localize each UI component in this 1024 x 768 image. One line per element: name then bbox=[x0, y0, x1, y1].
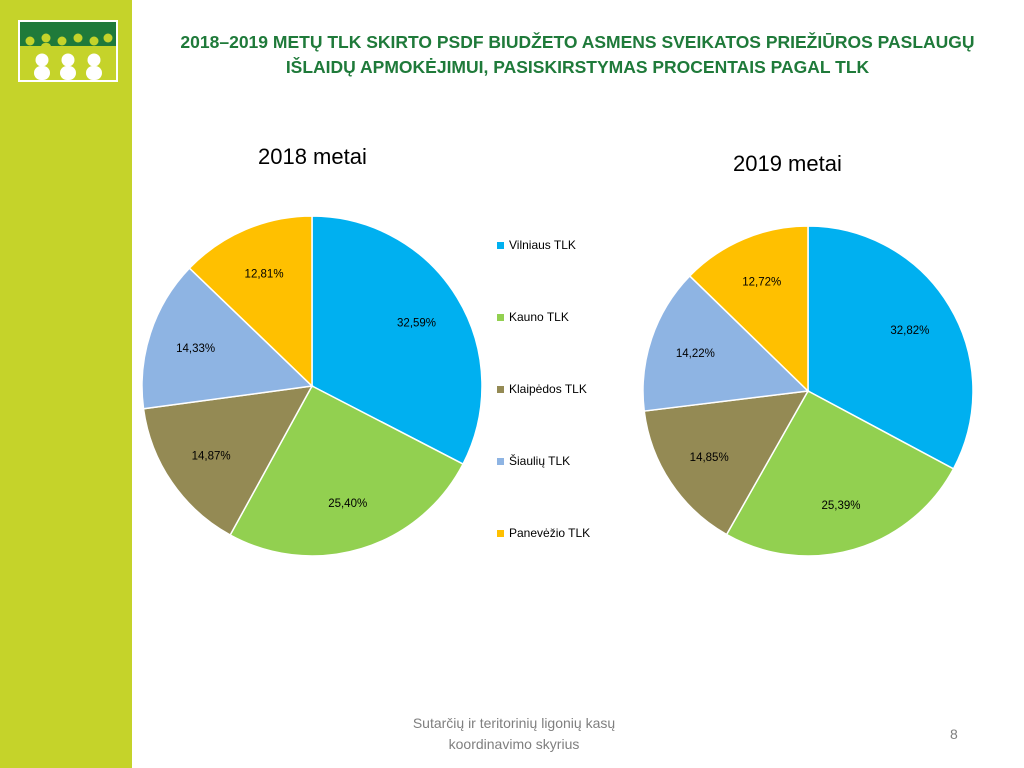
data-label-klaipedos: 14,87% bbox=[192, 450, 231, 462]
footer-line-1: Sutarčių ir teritorinių ligonių kasų bbox=[412, 715, 616, 731]
data-label-kauno: 25,39% bbox=[822, 500, 861, 512]
data-label-siauliu: 14,33% bbox=[176, 343, 215, 355]
pie-slice-siauliu bbox=[141, 267, 314, 410]
pie-slice-panevezio bbox=[688, 225, 809, 393]
footer-line-2: koordinavimo skyrius bbox=[448, 736, 580, 752]
pie-slice-vilniaus bbox=[807, 225, 974, 470]
legend-swatch bbox=[497, 314, 504, 321]
legend-swatch bbox=[497, 242, 504, 249]
legend-item-panevezio: Panevėžio TLK bbox=[497, 526, 627, 598]
slide-title: 2018–2019 METŲ TLK SKIRTO PSDF BIUDŽETO … bbox=[135, 30, 1020, 80]
legend-item-kauno: Kauno TLK bbox=[497, 310, 627, 382]
pie-chart-2018: 32,59% 25,40% 14,87% 14,33% 12,81% bbox=[141, 215, 483, 557]
legend-label: Panevėžio TLK bbox=[509, 526, 591, 540]
legend-label: Šiaulių TLK bbox=[509, 454, 571, 468]
legend-item-siauliu: Šiaulių TLK bbox=[497, 454, 627, 526]
pie-slice-klaipedos bbox=[643, 390, 810, 536]
data-label-klaipedos: 14,85% bbox=[690, 452, 729, 464]
page-number: 8 bbox=[950, 726, 958, 742]
footer-text: Sutarčių ir teritorinių ligonių kasų koo… bbox=[370, 713, 658, 755]
pie-chart-2019: 32,82% 25,39% 14,85% 14,22% 12,72% bbox=[642, 225, 974, 557]
chart-title-2018: 2018 metai bbox=[258, 144, 367, 169]
legend-label: Klaipėdos TLK bbox=[509, 382, 587, 396]
slide-title-line-2: IŠLAIDŲ APMOKĖJIMUI, PASISKIRSTYMAS PROC… bbox=[285, 57, 870, 77]
legend-swatch bbox=[497, 386, 504, 393]
legend-item-vilniaus: Vilniaus TLK bbox=[497, 238, 627, 310]
legend-swatch bbox=[497, 530, 504, 537]
pie-slice-siauliu bbox=[642, 274, 810, 412]
chart-legend: Vilniaus TLK Kauno TLK Klaipėdos TLK Šia… bbox=[497, 238, 627, 598]
data-label-panevezio: 12,72% bbox=[742, 277, 781, 289]
data-label-kauno: 25,40% bbox=[328, 498, 367, 510]
legend-swatch bbox=[497, 458, 504, 465]
legend-item-klaipedos: Klaipėdos TLK bbox=[497, 382, 627, 454]
data-label-vilniaus: 32,82% bbox=[890, 325, 929, 337]
chart-title-2019: 2019 metai bbox=[733, 151, 842, 176]
legend-label: Kauno TLK bbox=[509, 310, 569, 324]
pie-slice-kauno bbox=[725, 389, 955, 557]
data-label-vilniaus: 32,59% bbox=[397, 317, 436, 329]
pie-slice-vilniaus bbox=[311, 215, 483, 466]
slide-title-line-1: 2018–2019 METŲ TLK SKIRTO PSDF BIUDŽETO … bbox=[180, 32, 975, 52]
data-label-siauliu: 14,22% bbox=[676, 348, 715, 360]
pie-slice-kauno bbox=[229, 384, 465, 557]
legend-label: Vilniaus TLK bbox=[509, 238, 576, 252]
pie-slice-klaipedos bbox=[142, 385, 314, 537]
data-label-panevezio: 12,81% bbox=[245, 268, 284, 280]
logo-icon bbox=[20, 22, 116, 80]
sidebar-band bbox=[0, 0, 132, 768]
logo bbox=[18, 20, 118, 82]
pie-slice-panevezio bbox=[188, 215, 313, 388]
